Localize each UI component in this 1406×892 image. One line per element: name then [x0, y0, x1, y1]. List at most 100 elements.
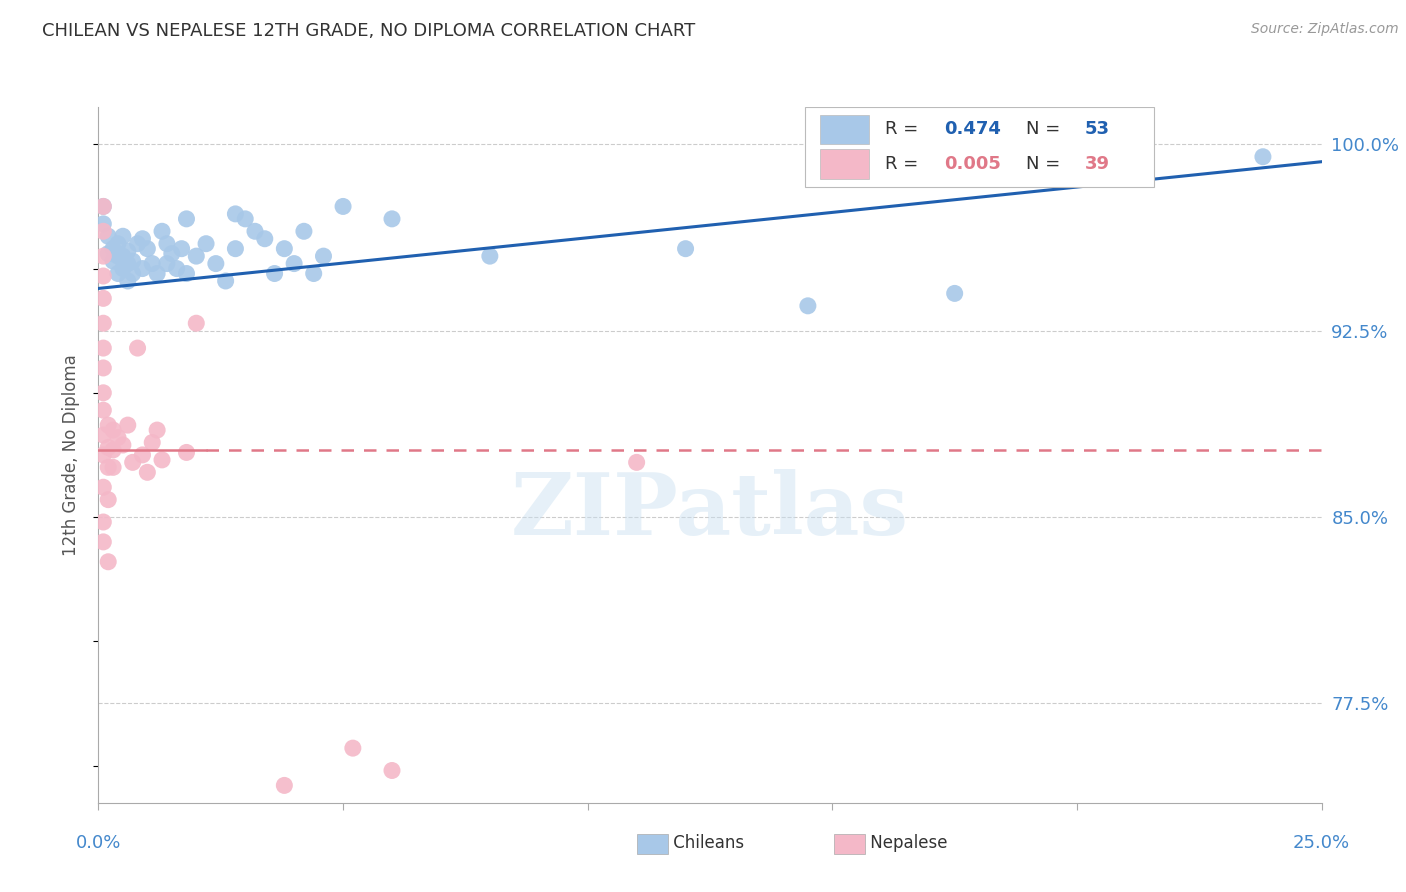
Point: [166, 261, 188, 276]
Text: Nepalese: Nepalese: [844, 834, 948, 852]
Text: ZIPatlas: ZIPatlas: [510, 468, 910, 552]
Point: [205, 256, 228, 270]
Text: R =: R =: [884, 120, 924, 138]
Point: [292, 224, 315, 238]
Text: 0.474: 0.474: [943, 120, 1001, 138]
Point: [121, 267, 143, 281]
Point: [273, 778, 295, 792]
Point: [117, 256, 139, 270]
Point: [91, 480, 114, 494]
Point: [141, 435, 163, 450]
Point: [91, 385, 114, 400]
Point: [91, 428, 114, 442]
Point: [146, 423, 169, 437]
Text: R =: R =: [884, 155, 924, 173]
Point: [97, 229, 120, 244]
Point: [107, 236, 129, 251]
Point: [312, 249, 335, 263]
Point: [176, 211, 198, 226]
Point: [111, 249, 134, 263]
Point: [107, 267, 129, 281]
Point: [186, 249, 208, 263]
Bar: [806, 107, 1154, 187]
Point: [91, 268, 114, 283]
Point: [101, 423, 124, 437]
Point: [273, 242, 295, 256]
Point: [91, 448, 114, 462]
Point: [117, 418, 139, 433]
Point: [195, 236, 218, 251]
Point: [127, 341, 149, 355]
Text: N =: N =: [1025, 155, 1066, 173]
Point: [381, 764, 404, 778]
Point: [131, 232, 153, 246]
Text: 53: 53: [1084, 120, 1109, 138]
Point: [91, 249, 114, 263]
Text: Chileans: Chileans: [647, 834, 744, 852]
Point: [156, 256, 179, 270]
Point: [156, 236, 179, 251]
Point: [243, 224, 266, 238]
Point: [107, 430, 129, 444]
Point: [97, 555, 120, 569]
Point: [97, 246, 120, 260]
Point: [224, 207, 246, 221]
Point: [91, 316, 114, 330]
Point: [107, 249, 129, 263]
Text: 0.0%: 0.0%: [76, 834, 121, 852]
Point: [91, 341, 114, 355]
Point: [150, 453, 173, 467]
Point: [111, 438, 134, 452]
Point: [263, 267, 285, 281]
Point: [253, 232, 276, 246]
Text: N =: N =: [1025, 120, 1066, 138]
Y-axis label: 12th Grade, No Diploma: 12th Grade, No Diploma: [62, 354, 80, 556]
Point: [91, 534, 114, 549]
Text: 39: 39: [1084, 155, 1109, 173]
Text: Source: ZipAtlas.com: Source: ZipAtlas.com: [1251, 22, 1399, 37]
Point: [381, 211, 404, 226]
Point: [1251, 150, 1274, 164]
Point: [478, 249, 501, 263]
Point: [131, 448, 153, 462]
Bar: [820, 115, 869, 144]
Point: [136, 242, 159, 256]
Point: [176, 445, 198, 459]
Point: [136, 465, 159, 479]
Point: [91, 199, 114, 213]
Text: 0.005: 0.005: [943, 155, 1001, 173]
Point: [117, 244, 139, 259]
Point: [127, 236, 149, 251]
Point: [170, 242, 193, 256]
Point: [111, 261, 134, 276]
Point: [91, 217, 114, 231]
Point: [186, 316, 208, 330]
Point: [797, 299, 820, 313]
Point: [91, 291, 114, 305]
Point: [97, 460, 120, 475]
Point: [943, 286, 966, 301]
Point: [101, 242, 124, 256]
Point: [160, 246, 183, 260]
Point: [131, 261, 153, 276]
Point: [101, 442, 124, 457]
Text: 25.0%: 25.0%: [1294, 834, 1350, 852]
Point: [91, 360, 114, 375]
Bar: [820, 150, 869, 178]
Point: [97, 441, 120, 455]
Point: [233, 211, 256, 226]
Point: [141, 256, 163, 270]
Point: [224, 242, 246, 256]
Point: [302, 267, 325, 281]
Point: [626, 455, 648, 469]
Point: [176, 267, 198, 281]
Point: [146, 267, 169, 281]
Point: [214, 274, 236, 288]
Point: [342, 741, 364, 756]
Point: [91, 224, 114, 238]
Point: [101, 254, 124, 268]
Point: [111, 229, 134, 244]
Point: [675, 242, 697, 256]
Point: [150, 224, 173, 238]
Point: [121, 254, 143, 268]
